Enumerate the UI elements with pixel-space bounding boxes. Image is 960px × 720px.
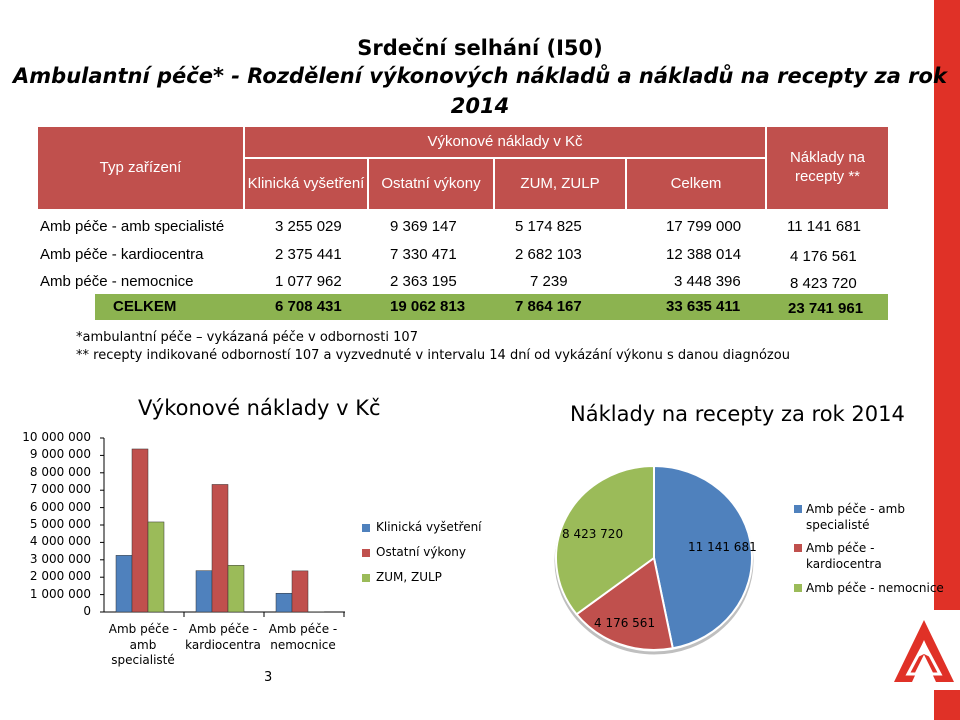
bar-chart-title: Výkonové náklady v Kč xyxy=(138,396,381,420)
y-tick-label: 1 000 000 xyxy=(29,586,91,601)
cell-other: 2 363 195 xyxy=(390,273,457,290)
cell-zum: 5 174 825 xyxy=(515,218,582,235)
table-row: Amb péče - kardiocentra 2 375 441 7 330 … xyxy=(38,240,888,269)
header-group: Výkonové náklady v Kč xyxy=(245,127,765,157)
header-other: Ostatní výkony xyxy=(369,159,493,209)
cell-clinical: 3 255 029 xyxy=(275,218,342,235)
cell-clinical: 6 708 431 xyxy=(275,298,342,315)
bar xyxy=(131,448,149,613)
cell-prescription: 4 176 561 xyxy=(790,248,857,265)
cell-other: 19 062 813 xyxy=(390,298,466,315)
slide-title-line3: 2014 xyxy=(450,94,510,118)
table-total-row: CELKEM 6 708 431 19 062 813 7 864 167 33… xyxy=(95,294,888,320)
table-row: Amb péče - nemocnice 1 077 962 2 363 195… xyxy=(38,267,888,296)
pie-value-label: 8 423 720 xyxy=(562,527,624,541)
bar xyxy=(307,611,325,613)
cell-zum: 7 239 xyxy=(530,273,568,290)
y-tick-label: 9 000 000 xyxy=(29,447,91,462)
y-tick-label: 8 000 000 xyxy=(29,464,91,479)
x-category-label: Amb péče - nemocnice xyxy=(268,622,338,652)
y-tick-label: 2 000 000 xyxy=(29,569,91,584)
footnote-1: *ambulantní péče – vykázaná péče v odbor… xyxy=(76,330,418,345)
cell-total: 33 635 411 xyxy=(666,298,741,315)
bar xyxy=(147,521,165,613)
header-prescription: Náklady na recepty ** xyxy=(767,127,888,209)
cell-total: 3 448 396 xyxy=(674,273,741,290)
brand-logo xyxy=(888,616,960,688)
y-tick-label: 4 000 000 xyxy=(29,534,91,549)
bar xyxy=(195,570,213,613)
legend-item: ZUM, ZULP xyxy=(362,570,442,584)
x-category-label: Amb péče - kardiocentra xyxy=(185,622,261,652)
cell-type: Amb péče - amb specialisté xyxy=(40,218,225,235)
pie-slice xyxy=(575,556,674,651)
slide-accent-bar-bottom xyxy=(934,690,960,720)
cell-clinical: 2 375 441 xyxy=(275,246,342,263)
cell-total: 17 799 000 xyxy=(666,218,742,235)
header-type: Typ zařízení xyxy=(38,127,243,209)
cell-other: 9 369 147 xyxy=(390,218,457,235)
cell-other: 7 330 471 xyxy=(390,246,457,263)
legend-item: Ostatní výkony xyxy=(362,545,466,559)
slide-title-line2: Ambulantní péče* - Rozdělení výkonových … xyxy=(13,64,947,88)
pie-value-label: 4 176 561 xyxy=(594,616,656,630)
header-total: Celkem xyxy=(627,159,765,209)
pie-legend-item: Amb péče - kardiocentra xyxy=(794,540,946,572)
pie-legend-item: Amb péče - amb specialisté xyxy=(794,501,946,533)
bar xyxy=(291,570,309,613)
y-tick-label: 6 000 000 xyxy=(29,499,91,514)
page-number: 3 xyxy=(264,670,273,685)
cell-type: Amb péče - kardiocentra xyxy=(40,246,204,263)
cell-clinical: 1 077 962 xyxy=(275,273,342,290)
table-row: Amb péče - amb specialisté 3 255 029 9 3… xyxy=(38,212,888,241)
legend-swatch xyxy=(362,548,370,557)
header-clinical: Klinická vyšetření xyxy=(245,159,367,209)
legend-swatch xyxy=(362,573,370,582)
cell-prescription: 8 423 720 xyxy=(790,275,857,292)
y-tick-label: 3 000 000 xyxy=(29,551,91,566)
header-zum: ZUM, ZULP xyxy=(495,159,625,209)
cell-type: Amb péče - nemocnice xyxy=(40,273,194,290)
y-tick-label: 5 000 000 xyxy=(29,517,91,531)
bar xyxy=(227,565,245,613)
bar xyxy=(115,555,133,613)
cell-zum: 7 864 167 xyxy=(515,298,582,315)
cell-zum: 2 682 103 xyxy=(515,246,582,263)
pie-value-label: 11 141 681 xyxy=(688,540,757,554)
bar xyxy=(275,592,293,613)
y-tick-label: 0 xyxy=(83,604,91,618)
cell-type: CELKEM xyxy=(113,298,177,315)
cell-prescription: 23 741 961 xyxy=(788,300,864,317)
legend-item: Klinická vyšetření xyxy=(362,520,482,534)
pie-chart-title: Náklady na recepty za rok 2014 xyxy=(570,402,905,426)
y-tick-label: 7 000 000 xyxy=(29,482,91,497)
slide-title-line1: Srdeční selhání (I50) xyxy=(357,36,603,60)
pie-legend-item: Amb péče - nemocnice xyxy=(794,580,946,596)
legend-swatch xyxy=(794,584,802,592)
bar xyxy=(211,484,229,613)
cell-total: 12 388 014 xyxy=(666,246,742,263)
pie-slice xyxy=(653,464,753,650)
x-category-label: Amb péče - amb specialisté xyxy=(108,622,178,668)
footnote-2: ** recepty indikované odborností 107 a v… xyxy=(76,348,790,363)
slide-accent-bar xyxy=(934,0,960,610)
y-tick-label: 10 000 000 xyxy=(22,430,91,444)
legend-swatch xyxy=(362,523,370,532)
legend-swatch xyxy=(794,544,802,552)
legend-swatch xyxy=(794,505,802,513)
cell-prescription: 11 141 681 xyxy=(787,218,861,235)
